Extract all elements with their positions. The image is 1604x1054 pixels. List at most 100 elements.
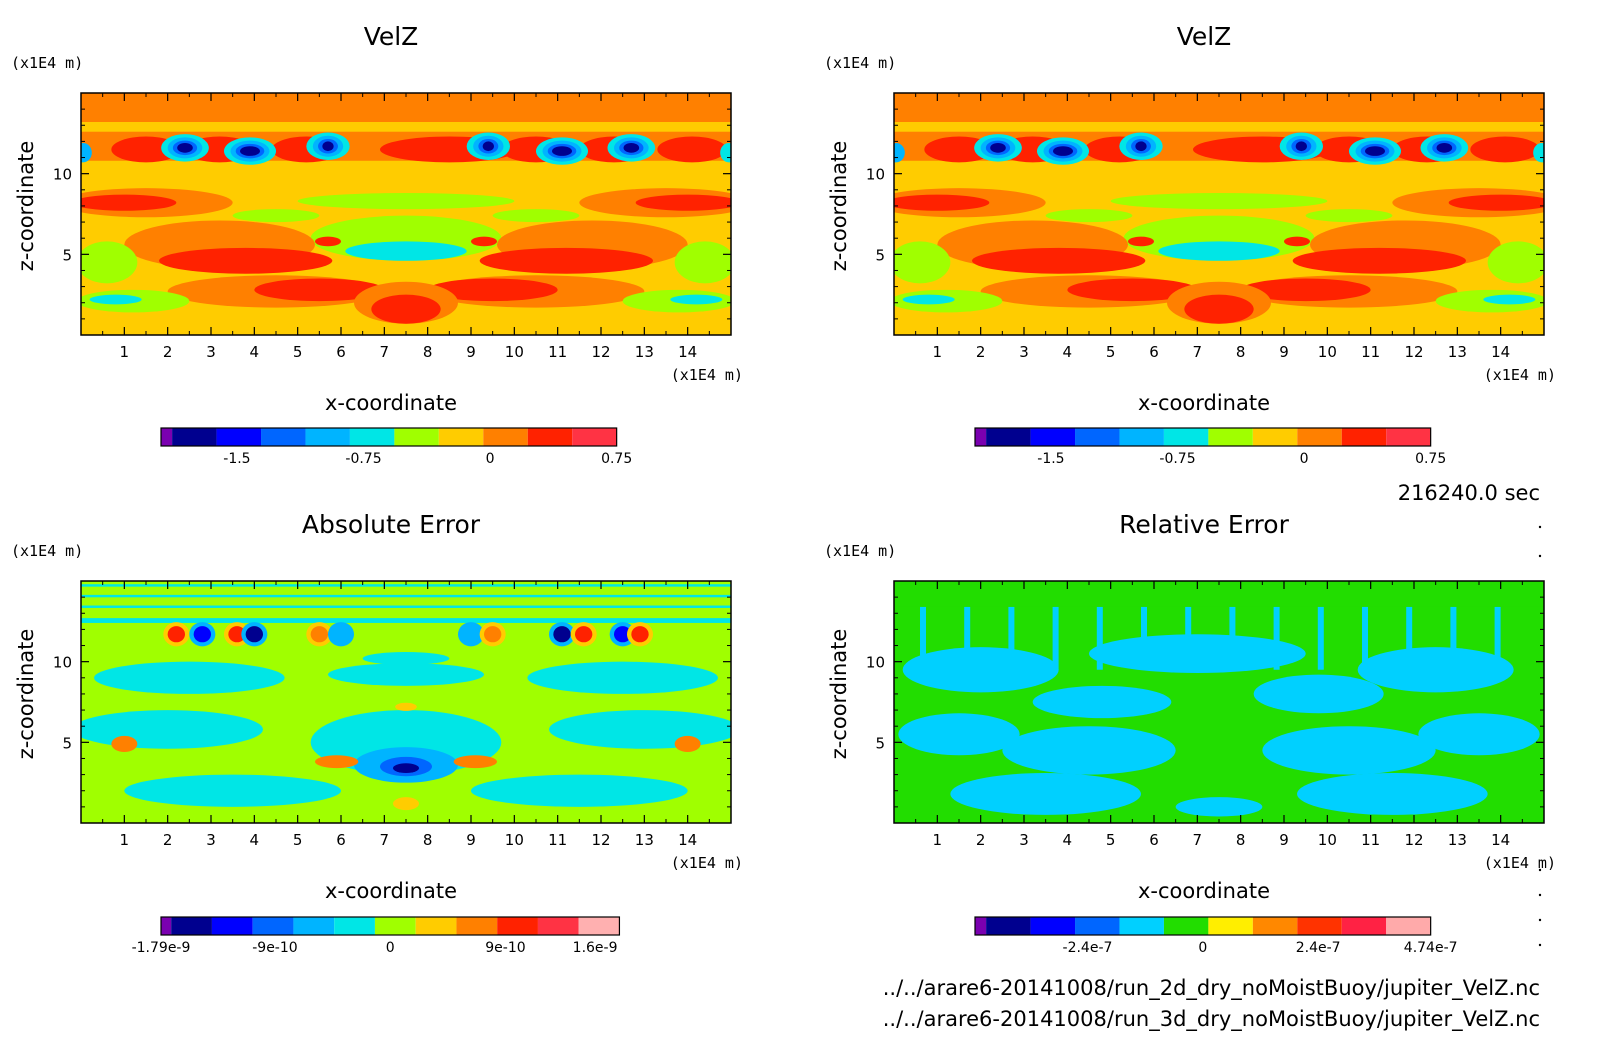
- streak: [920, 606, 926, 670]
- contour-region: [1032, 685, 1172, 719]
- plot-area: [81, 93, 731, 335]
- colorbar-swatch: [334, 917, 375, 935]
- colorbar-frame: [974, 916, 1432, 936]
- colorbar-swatch: [1030, 428, 1076, 446]
- x-tick-label: 10: [505, 831, 524, 849]
- dipole-core: [614, 626, 632, 643]
- contour-region: [93, 661, 285, 694]
- x-unit-label: (x1E4 m): [1484, 366, 1556, 384]
- vortex-core: [1053, 146, 1073, 156]
- x-tick-label: 3: [206, 831, 216, 849]
- streak: [1362, 606, 1368, 670]
- vortex-core: [623, 143, 640, 153]
- x-tick-label: 2: [976, 343, 986, 361]
- dipole-core: [462, 626, 480, 643]
- colorbar-swatch: [1119, 428, 1164, 446]
- contour-region: [902, 647, 1059, 693]
- margin-dot: [1538, 525, 1542, 529]
- contour-region: [1262, 726, 1436, 775]
- streak: [1096, 606, 1103, 670]
- contour-region: [427, 278, 558, 302]
- contour-region: [471, 236, 497, 247]
- dipole-core: [228, 626, 246, 643]
- chart-title: Absolute Error: [302, 510, 481, 539]
- x-tick-label: 7: [1193, 343, 1203, 361]
- contour-band: [81, 589, 731, 592]
- vortex-core: [240, 146, 260, 156]
- x-tick-label: 6: [336, 343, 346, 361]
- dipole-core: [484, 626, 502, 643]
- x-unit-label: (x1E4 m): [671, 854, 743, 872]
- x-tick-label: 4: [250, 831, 260, 849]
- colorbar-frame: [974, 427, 1432, 447]
- x-tick-label: 3: [206, 343, 216, 361]
- y-tick-label: 10: [866, 654, 885, 672]
- x-tick-label: 10: [1318, 831, 1337, 849]
- contour-region: [453, 755, 498, 769]
- streak: [1008, 606, 1015, 670]
- y-unit-label: (x1E4 m): [11, 542, 83, 560]
- x-tick-label: 5: [1106, 831, 1116, 849]
- colorbar-frame: [160, 427, 618, 447]
- contour-region: [470, 774, 688, 807]
- x-tick-label: 8: [1236, 343, 1246, 361]
- x-tick-label: 6: [336, 831, 346, 849]
- colorbar-swatch: [172, 428, 217, 446]
- streak: [1141, 606, 1147, 670]
- contour-band: [894, 122, 1544, 132]
- chart-title: VelZ: [364, 22, 419, 51]
- contour-region: [1483, 294, 1536, 305]
- colorbar-swatch: [252, 917, 294, 935]
- x-tick-label: 4: [250, 343, 260, 361]
- contour-region: [492, 209, 580, 223]
- contour-region: [1045, 209, 1133, 223]
- chart-title: VelZ: [1177, 22, 1232, 51]
- streak: [1229, 606, 1236, 670]
- vortex-edge: [894, 143, 905, 163]
- file-path-2: ../../arare6-20141008/run_3d_dry_noMoist…: [883, 1007, 1540, 1032]
- y-axis-label: z-coordinate: [827, 141, 851, 272]
- contour-band: [81, 594, 731, 598]
- contour-region: [1357, 647, 1514, 693]
- x-tick-label: 5: [1106, 343, 1116, 361]
- contour-region: [1110, 193, 1328, 210]
- colorbar-swatch: [1297, 428, 1342, 446]
- plot-area: [894, 93, 1544, 335]
- streak: [1450, 606, 1457, 670]
- vortex-edge: [1533, 143, 1544, 163]
- colorbar-swatch: [161, 917, 172, 935]
- contour-region: [1184, 294, 1254, 324]
- contour-region: [111, 735, 138, 753]
- vortex-edge: [81, 143, 92, 163]
- x-tick-label: 10: [505, 343, 524, 361]
- colorbar-label: -2.4e-7: [1063, 940, 1113, 956]
- x-unit-label: (x1E4 m): [1484, 854, 1556, 872]
- x-tick-label: 6: [1149, 831, 1159, 849]
- x-axis-label: x-coordinate: [1138, 391, 1270, 415]
- x-tick-label: 6: [1149, 343, 1159, 361]
- x-tick-label: 14: [1491, 343, 1510, 361]
- contour-region: [232, 209, 320, 223]
- colorbar-swatch: [1075, 917, 1120, 935]
- x-tick-label: 3: [1019, 831, 1029, 849]
- contour-region: [89, 294, 142, 305]
- contour-band: [81, 605, 731, 608]
- contour-region: [1292, 247, 1467, 274]
- y-tick-label: 10: [53, 166, 72, 184]
- x-axis-label: x-coordinate: [325, 391, 457, 415]
- vortex-core: [990, 143, 1006, 153]
- contour-region: [1418, 713, 1540, 756]
- chart-panel-2: VelZ(x1E4 m)1 2 3 4 5 6 7 8 9 10 11 12 13 14510z-coor…: [824, 22, 1556, 467]
- x-tick-label: 14: [678, 831, 697, 849]
- colorbar-frame: [160, 916, 621, 936]
- streak: [1185, 606, 1192, 670]
- vortex-core: [482, 141, 494, 152]
- colorbar-swatch: [1297, 917, 1342, 935]
- colorbar-label: -1.5: [223, 451, 250, 467]
- colorbar-swatch: [293, 917, 335, 935]
- contour-region: [159, 247, 333, 274]
- contour-region: [393, 763, 419, 773]
- y-tick-label: 5: [62, 246, 72, 264]
- colorbar-swatch: [572, 428, 617, 446]
- chart-title: Relative Error: [1119, 510, 1289, 539]
